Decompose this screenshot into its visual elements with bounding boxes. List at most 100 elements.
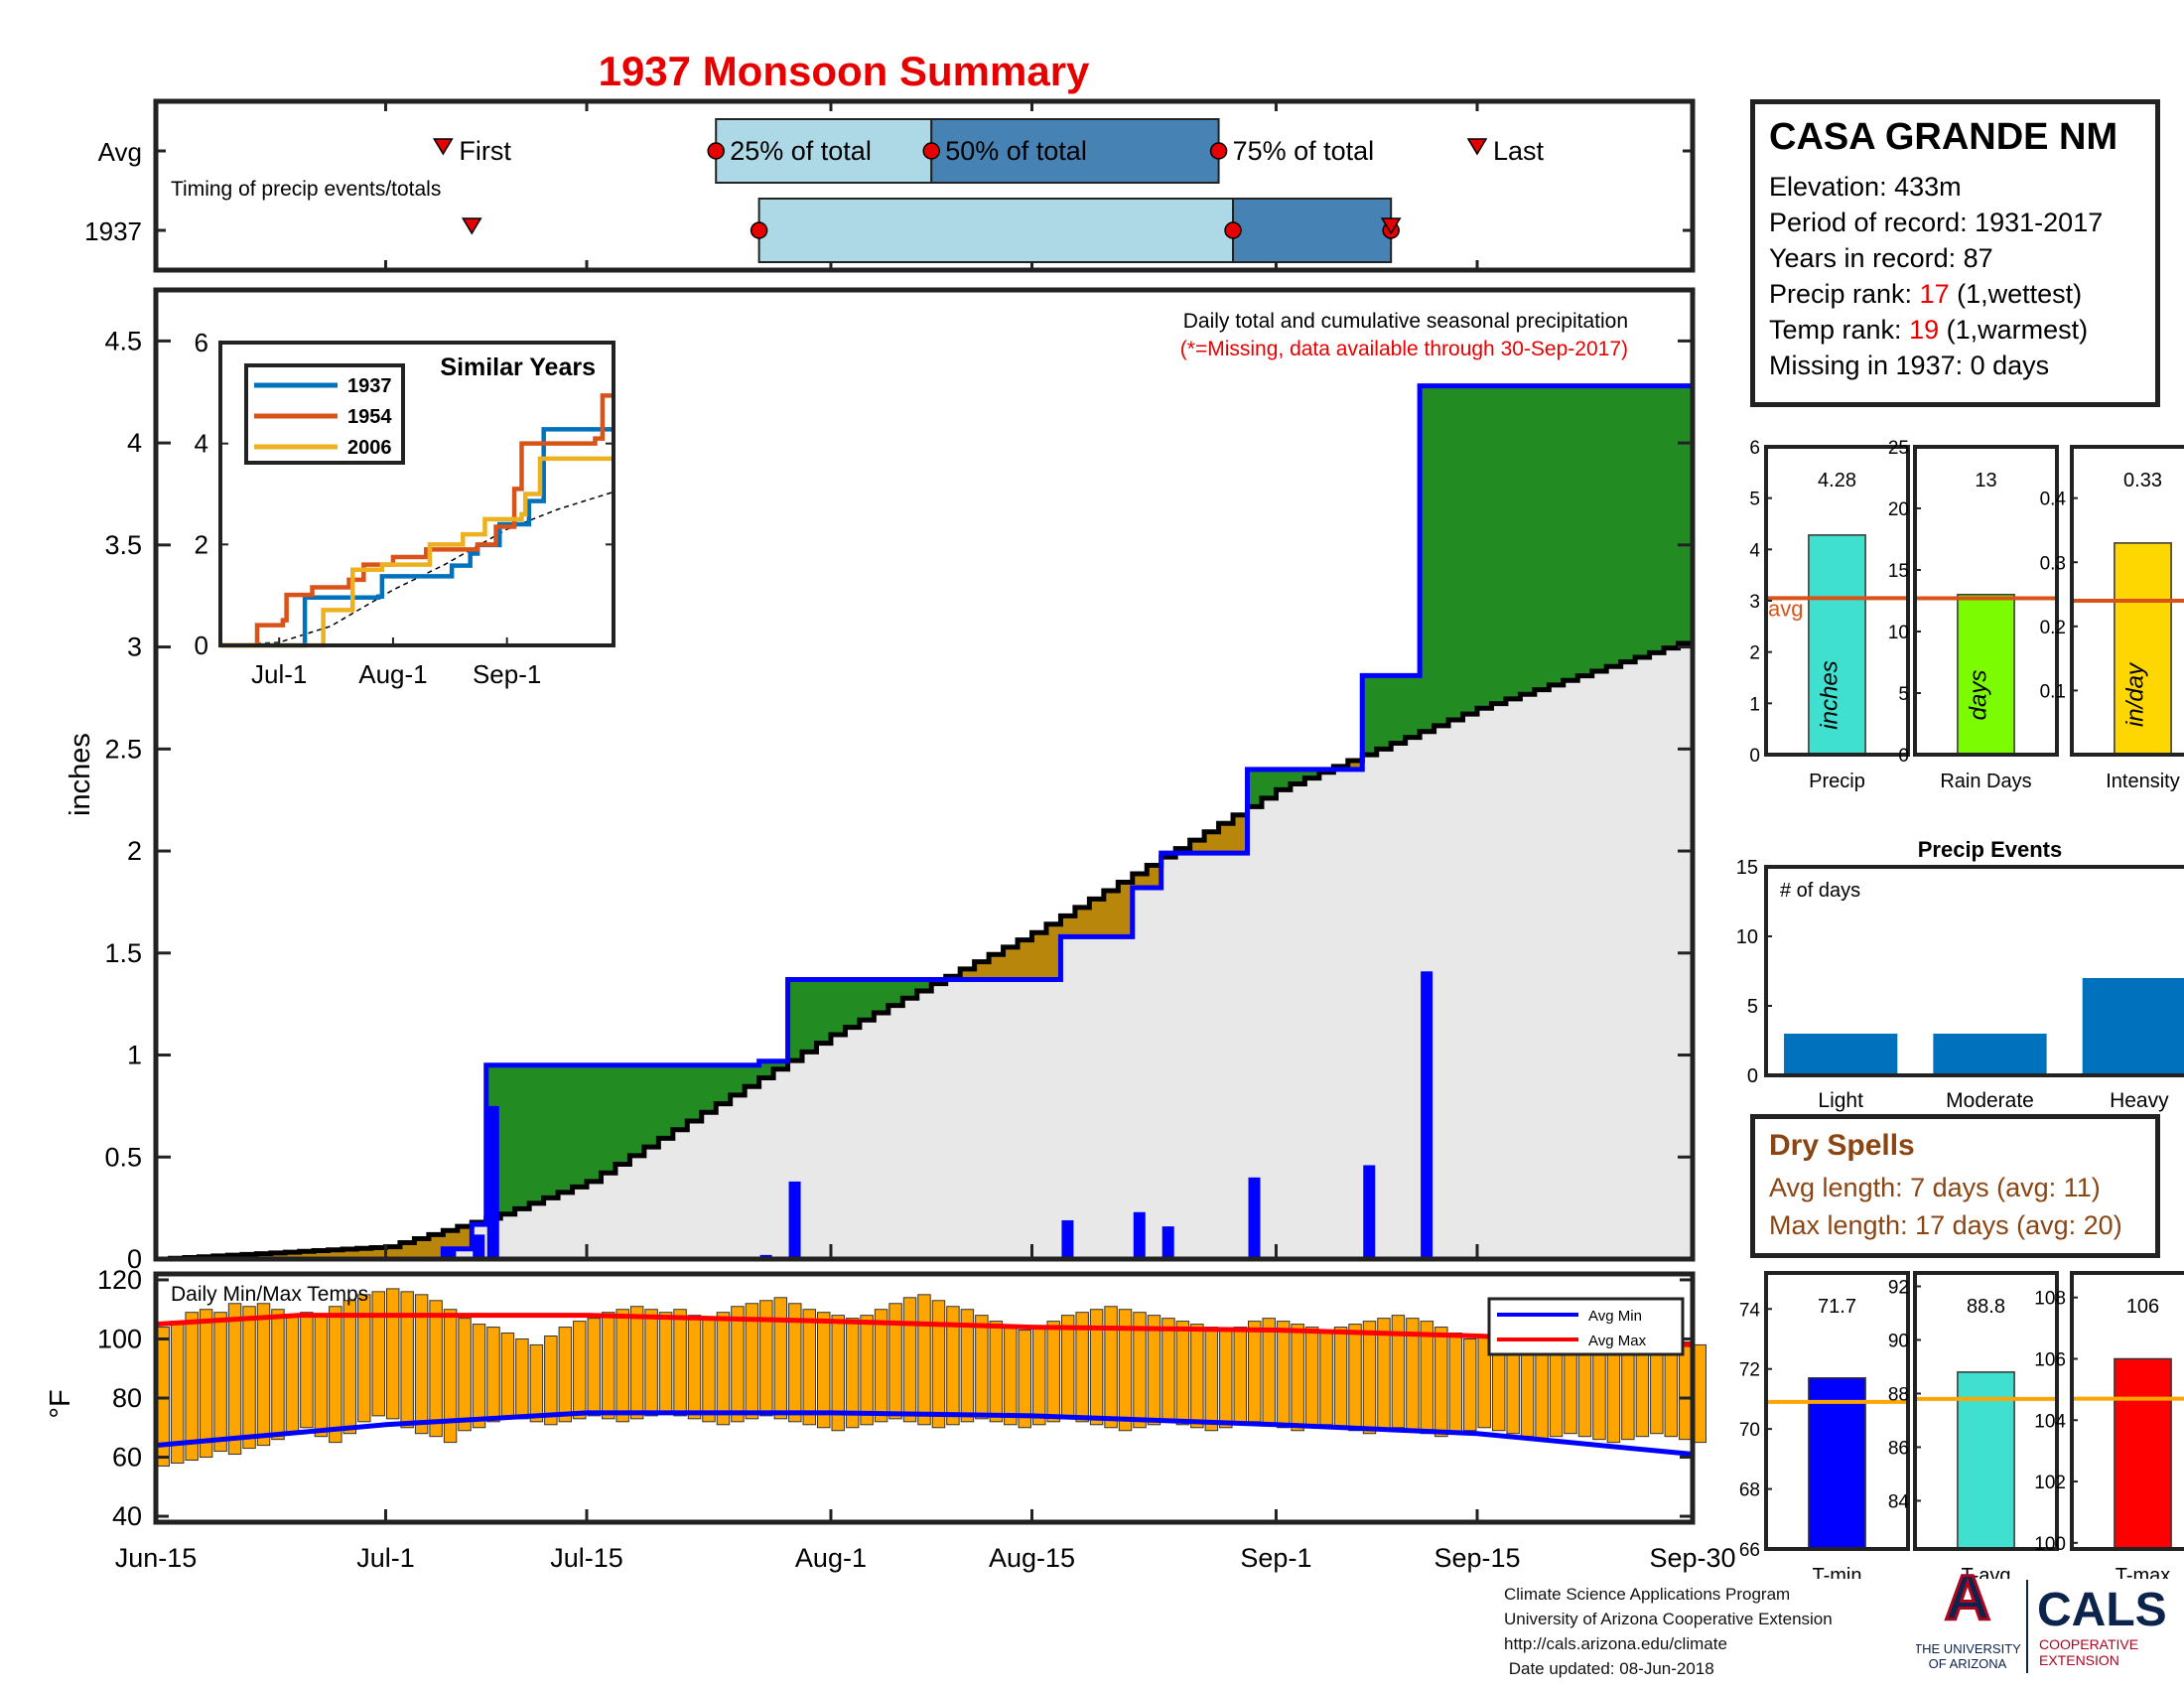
timing-box-50-75 bbox=[1232, 198, 1393, 263]
above-avg-fill bbox=[687, 1064, 703, 1122]
precip-events-tick-label: 15 bbox=[1736, 857, 1758, 879]
summary-value-label: 4.28 bbox=[1818, 470, 1856, 492]
timing-marker bbox=[1224, 221, 1242, 239]
daily-temp-bar bbox=[917, 1294, 931, 1426]
small-chart-tick-label: 10 bbox=[1888, 623, 1909, 643]
info-suffix: (1,warmest) bbox=[1939, 315, 2089, 345]
daily-temp-bar bbox=[458, 1318, 472, 1432]
station-info-line: Period of record: 1931-2017 bbox=[1769, 205, 2141, 240]
precip-events-bar bbox=[1784, 1034, 1898, 1075]
info-value: 19 bbox=[1909, 315, 1940, 345]
timing-marker bbox=[750, 221, 768, 239]
daily-temp-bar bbox=[845, 1318, 860, 1429]
small-chart-tick-label: 3 bbox=[1749, 592, 1760, 613]
daily-temp-bar bbox=[1291, 1324, 1304, 1432]
similar-years-y-tick-label: 0 bbox=[195, 631, 208, 660]
below-avg-fill bbox=[1233, 814, 1249, 854]
small-chart-frame bbox=[1913, 445, 2059, 757]
small-chart-tick-label: 20 bbox=[1888, 499, 1909, 520]
similar-years-series-line bbox=[220, 427, 614, 648]
daily-temp-bar bbox=[1248, 1321, 1262, 1423]
above-avg-fill bbox=[1635, 385, 1651, 657]
legend-label: Avg Min bbox=[1588, 1308, 1642, 1325]
above-avg-fill bbox=[1462, 385, 1478, 715]
summary-avg-label: avg bbox=[1768, 596, 1803, 621]
daily-precip-bar bbox=[486, 1105, 499, 1259]
daily-temp-bar bbox=[429, 1300, 443, 1438]
small-chart-tick-label: 74 bbox=[1739, 1300, 1761, 1321]
precip-events-title: Precip Events bbox=[1918, 837, 2063, 862]
daily-precip-bar bbox=[788, 1181, 801, 1259]
info-label: Precip rank: bbox=[1769, 279, 1920, 309]
summary-x-label: T-avg bbox=[1961, 1565, 2010, 1579]
cals-logo-text: CALS bbox=[2037, 1584, 2167, 1636]
daily-temp-bar bbox=[788, 1303, 802, 1423]
station-info-line: Years in record: 87 bbox=[1769, 240, 2141, 276]
daily-temp-bar bbox=[1089, 1309, 1104, 1426]
daily-temp-bar bbox=[946, 1306, 960, 1426]
small-chart-tick-label: 0.3 bbox=[2040, 553, 2066, 574]
footer: Climate Science Applications Program Uni… bbox=[1504, 1582, 1833, 1681]
summary-value-bar bbox=[1808, 1377, 1866, 1550]
cals-logo-subtext: COOPERATIVE bbox=[2039, 1636, 2138, 1652]
timing-triangle bbox=[433, 138, 454, 156]
above-avg-fill bbox=[1261, 769, 1278, 798]
above-avg-fill bbox=[1304, 769, 1320, 778]
daily-precip-bar bbox=[1161, 1226, 1174, 1259]
daily-temp-bar bbox=[975, 1315, 989, 1420]
above-avg-fill bbox=[529, 1064, 545, 1203]
above-avg-fill bbox=[1420, 385, 1435, 732]
daily-temp-bar bbox=[1420, 1321, 1434, 1435]
daily-temp-bar bbox=[1219, 1330, 1233, 1429]
below-avg-fill bbox=[385, 1246, 401, 1259]
summary-x-label: T-min bbox=[1813, 1565, 1862, 1579]
below-avg-fill bbox=[989, 954, 1005, 980]
daily-precip-bar bbox=[1421, 971, 1433, 1259]
above-avg-fill bbox=[887, 979, 903, 1006]
precip-events-frame bbox=[1764, 865, 2184, 1077]
university-logo: A THE UNIVERSITY OF ARIZONA CALS COOPERA… bbox=[1916, 1572, 2167, 1673]
daily-temp-bar bbox=[329, 1306, 342, 1444]
daily-temp-bar bbox=[371, 1291, 385, 1417]
above-avg-fill bbox=[716, 1064, 732, 1104]
daily-temp-bar bbox=[816, 1312, 831, 1429]
daily-temp-bar bbox=[573, 1321, 587, 1420]
below-avg-fill bbox=[1204, 831, 1220, 854]
similar-years-x-tick-label: Jul-1 bbox=[251, 659, 307, 689]
summary-unit-label: inches bbox=[1817, 660, 1843, 729]
daily-temp-bar bbox=[227, 1303, 242, 1456]
daily-temp-bar bbox=[1448, 1333, 1463, 1435]
below-avg-fill bbox=[1089, 899, 1105, 937]
precip-y-tick-label: 2 bbox=[127, 836, 142, 866]
small-chart-tick-label: 5 bbox=[1898, 684, 1909, 705]
temp-y-tick-label: 120 bbox=[97, 1265, 142, 1295]
below-avg-fill bbox=[1018, 939, 1033, 980]
below-avg-fill bbox=[1118, 882, 1134, 937]
station-info-lines: Elevation: 433m Period of record: 1931-20… bbox=[1769, 169, 2141, 383]
timing-marker bbox=[1209, 142, 1228, 160]
below-avg-fill bbox=[1074, 907, 1090, 937]
daily-temp-bar bbox=[1075, 1312, 1089, 1423]
daily-temp-bar bbox=[256, 1303, 271, 1447]
precip-events-x-label: Moderate bbox=[1946, 1089, 2034, 1112]
below-avg-fill bbox=[1103, 890, 1119, 937]
above-avg-fill bbox=[1577, 385, 1593, 676]
below-avg-fill bbox=[1132, 874, 1148, 889]
small-chart-tick-label: 1 bbox=[1749, 694, 1760, 715]
daily-temp-bar bbox=[902, 1297, 917, 1423]
summary-value-label: 88.8 bbox=[1967, 1296, 2005, 1318]
precip-events-y-label: # of days bbox=[1780, 880, 1860, 902]
below-avg-fill bbox=[371, 1247, 387, 1259]
below-avg-fill bbox=[270, 1252, 286, 1259]
above-avg-fill bbox=[614, 1064, 631, 1165]
summary-value-bar bbox=[1808, 534, 1866, 756]
small-chart-tick-label: 0.4 bbox=[2040, 490, 2067, 510]
info-label: Period of record: bbox=[1769, 208, 1976, 237]
small-chart-tick-label: 86 bbox=[1888, 1438, 1909, 1459]
below-avg-fill bbox=[1218, 823, 1234, 854]
footer-line: University of Arizona Cooperative Extens… bbox=[1504, 1610, 1833, 1628]
temp-x-tick-label: Jun-15 bbox=[115, 1543, 198, 1573]
dry-spells-title: Dry Spells bbox=[1769, 1129, 1915, 1162]
daily-temp-bar bbox=[285, 1315, 300, 1435]
below-avg-fill bbox=[256, 1253, 272, 1259]
